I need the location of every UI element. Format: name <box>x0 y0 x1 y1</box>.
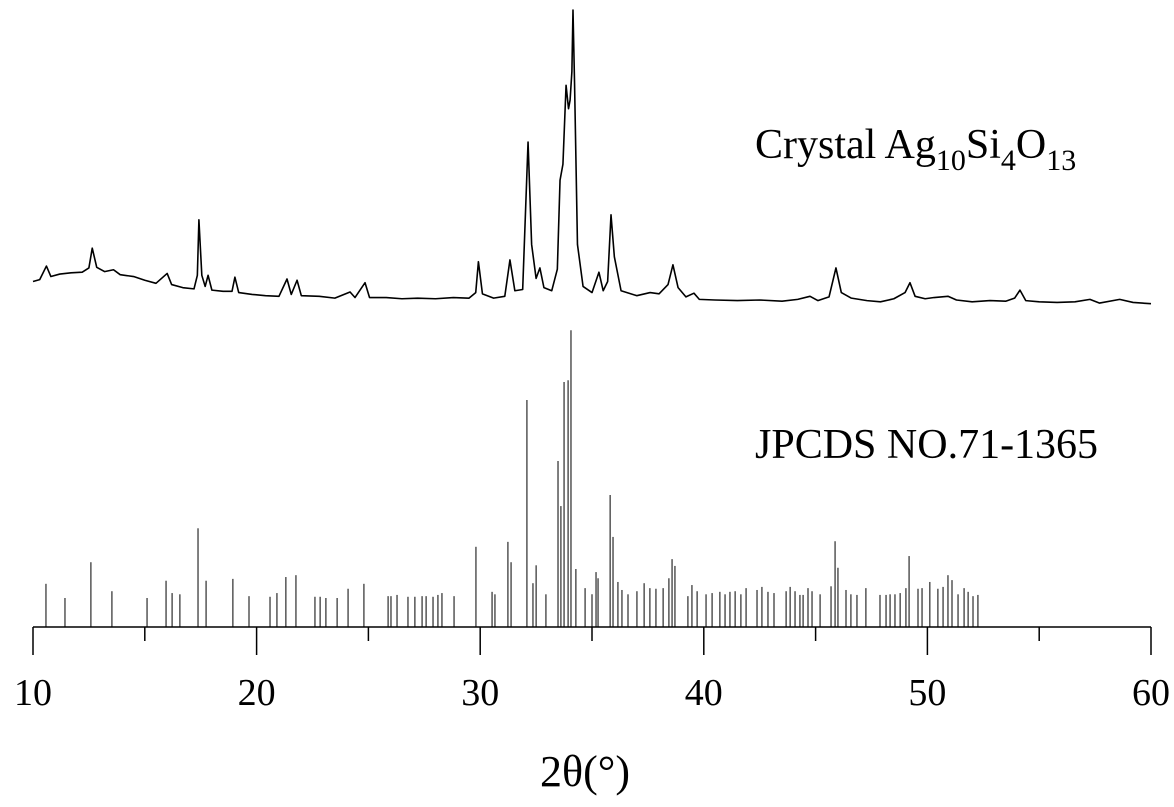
x-axis-label: 2θ(°) <box>540 747 630 796</box>
annotation-part: 4 <box>1001 144 1016 177</box>
annotation: Crystal Ag10Si4O13 <box>755 122 1076 177</box>
x-tick-label: 10 <box>14 672 52 714</box>
x-tick-label: 60 <box>1132 672 1170 714</box>
annotation-part: 13 <box>1046 144 1076 177</box>
annotation: JPCDS NO.71-1365 <box>755 422 1098 468</box>
x-tick-label: 20 <box>238 672 276 714</box>
x-tick-label: 30 <box>461 672 499 714</box>
annotation-part: Crystal Ag <box>755 122 936 168</box>
annotation-part: 10 <box>936 144 966 177</box>
annotation-part: Si <box>966 122 1001 168</box>
annotation-part: JPCDS NO.71-1365 <box>755 422 1098 468</box>
pattern-line <box>32 9 1152 305</box>
annotation-part: O <box>1016 122 1046 168</box>
x-tick-label: 50 <box>908 672 946 714</box>
x-tick-label: 40 <box>685 672 723 714</box>
